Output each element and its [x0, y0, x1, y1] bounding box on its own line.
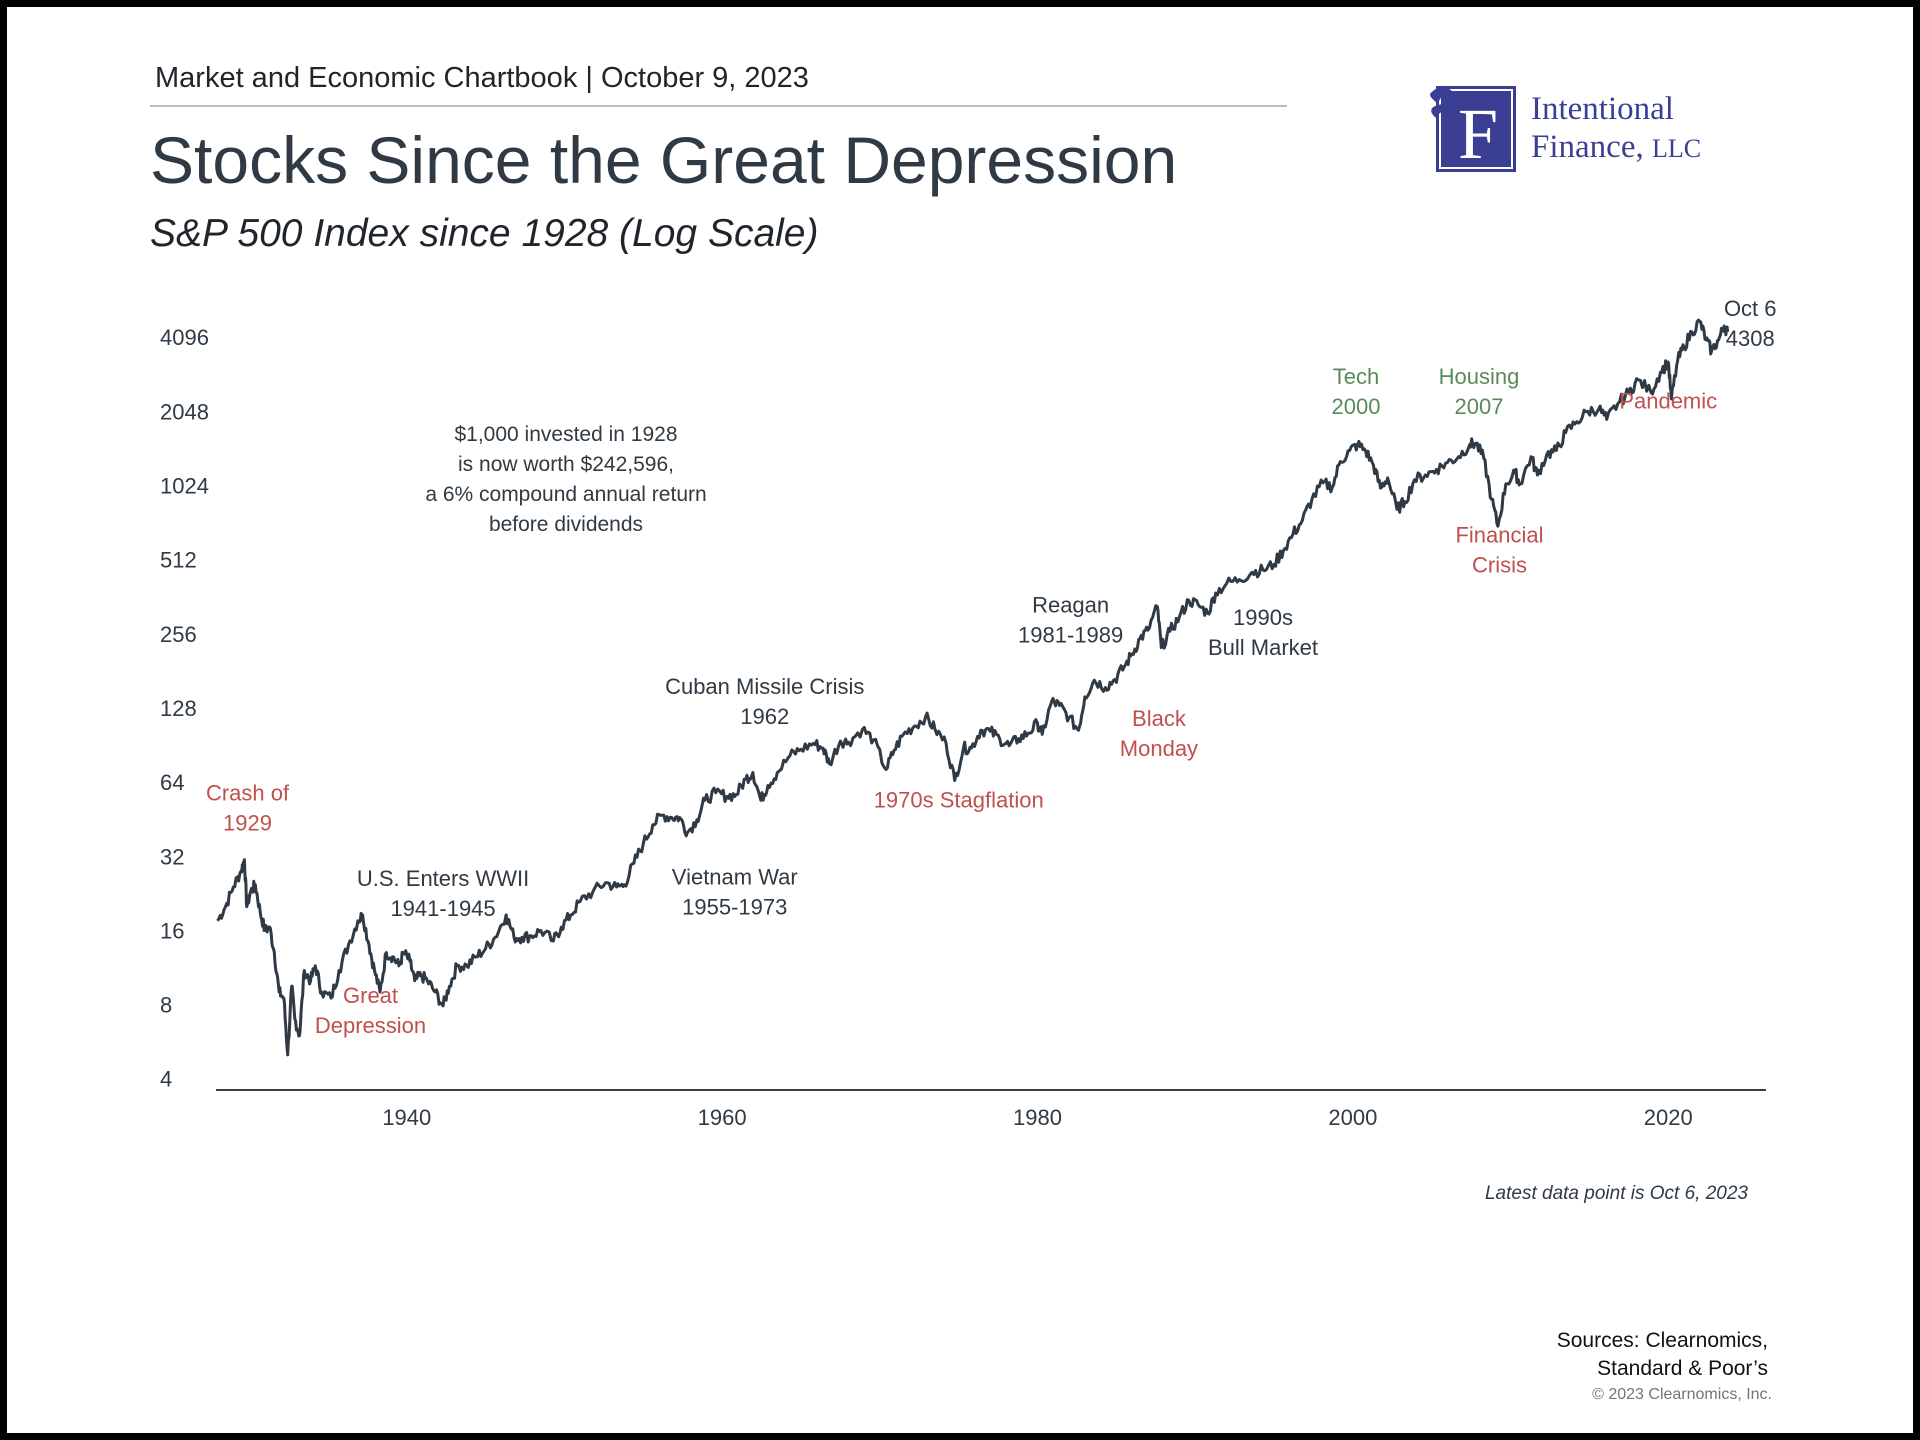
- y-tick-label: 2048: [160, 399, 209, 424]
- annotation-text: 4308: [1726, 326, 1775, 351]
- chart-annotation: Housing 2007: [1439, 364, 1520, 419]
- chart-annotation: Tech 2000: [1332, 364, 1381, 419]
- header-divider: [150, 105, 1287, 107]
- logo-line-2: Finance, LLC: [1531, 128, 1701, 168]
- x-tick-label: 1980: [1013, 1105, 1062, 1130]
- annotation-text: Tech: [1333, 364, 1379, 389]
- chart-annotation: U.S. Enters WWII 1941-1945: [357, 866, 529, 921]
- sp500-series-line: [216, 318, 1730, 1057]
- annotation-text: Bull Market: [1208, 635, 1318, 660]
- page-subtitle: S&P 500 Index since 1928 (Log Scale): [150, 212, 819, 255]
- y-tick-label: 4: [160, 1067, 172, 1092]
- annotation-text: 1941-1945: [390, 896, 495, 921]
- callout-line: is now worth $242,596,: [458, 453, 674, 476]
- annotation-text: Reagan: [1032, 593, 1109, 618]
- annotation-text: 2007: [1455, 394, 1504, 419]
- annotation-text: U.S. Enters WWII: [357, 866, 529, 891]
- chart-annotation: Black Monday: [1120, 706, 1198, 761]
- annotation-text: Crash of: [206, 780, 290, 805]
- annotation-text: Black: [1132, 706, 1187, 731]
- annotation-text: Great: [343, 983, 398, 1008]
- annotation-text: 1962: [740, 704, 789, 729]
- x-axis-ticks: 1940 1960 1980 2000 2020: [382, 1105, 1692, 1130]
- x-tick-label: 2020: [1644, 1105, 1693, 1130]
- annotation-text: Housing: [1439, 364, 1520, 389]
- callout-line: a 6% compound annual return: [425, 483, 706, 506]
- annotation-text: Financial: [1455, 523, 1543, 548]
- chart-annotation: Financial Crisis: [1455, 523, 1543, 578]
- company-logo: F Intentional Finance, LLC: [1418, 76, 1748, 186]
- logo-line-2-main: Finance,: [1531, 129, 1644, 165]
- x-tick-label: 1940: [382, 1105, 431, 1130]
- sources-line-1: Sources: Clearnomics,: [1556, 1329, 1768, 1352]
- annotation-text: 2000: [1332, 394, 1381, 419]
- y-tick-label: 512: [160, 548, 197, 573]
- chart-annotations: Crash of 1929 Great Depression U.S. Enters W…: [206, 296, 1777, 1038]
- page-title: Stocks Since the Great Depression: [150, 123, 1178, 197]
- y-tick-label: 8: [160, 993, 172, 1018]
- chart-annotation: Crash of 1929: [206, 780, 290, 835]
- annotation-text: Oct 6: [1724, 296, 1777, 321]
- chart-annotation: Vietnam War 1955-1973: [672, 864, 798, 919]
- x-tick-label: 2000: [1328, 1105, 1377, 1130]
- annotation-text: Monday: [1120, 736, 1198, 761]
- x-tick-label: 1960: [698, 1105, 747, 1130]
- y-tick-label: 4096: [160, 325, 209, 350]
- annotation-text: 1970s Stagflation: [874, 787, 1044, 812]
- annotation-text: Vietnam War: [672, 864, 798, 889]
- callout-line: before dividends: [489, 513, 643, 536]
- chart-annotation: Cuban Missile Crisis 1962: [665, 674, 864, 729]
- copyright-notice: © 2023 Clearnomics, Inc.: [1592, 1386, 1772, 1403]
- annotation-text: Crisis: [1472, 553, 1527, 578]
- annotation-text: Depression: [315, 1013, 426, 1038]
- y-tick-label: 256: [160, 622, 197, 647]
- logo-letter: F: [1458, 94, 1498, 174]
- logo-mark-icon: F: [1430, 86, 1516, 174]
- y-axis-ticks: 4 8 16 32 64 128 256 512 1024 2048 4096: [160, 325, 209, 1092]
- chart-annotation: Great Depression: [315, 983, 426, 1038]
- y-tick-label: 128: [160, 696, 197, 721]
- sources-line-2: Standard & Poor’s: [1597, 1357, 1768, 1380]
- annotation-text: 1955-1973: [682, 894, 787, 919]
- chart-annotation: Oct 6 4308: [1724, 296, 1777, 351]
- investment-callout: $1,000 invested in 1928 is now worth $242…: [425, 423, 706, 536]
- chart-annotation: Reagan 1981-1989: [1018, 593, 1123, 648]
- logo-line-2-suffix: LLC: [1651, 134, 1702, 163]
- y-tick-label: 1024: [160, 474, 209, 499]
- y-tick-label: 16: [160, 918, 184, 943]
- chart-annotation: 1970s Stagflation: [874, 787, 1044, 812]
- chartbook-header: Market and Economic Chartbook | October …: [155, 62, 809, 94]
- annotation-text: 1981-1989: [1018, 623, 1123, 648]
- logo-line-1: Intentional: [1531, 91, 1674, 127]
- callout-line: $1,000 invested in 1928: [454, 423, 677, 446]
- y-tick-label: 64: [160, 770, 184, 795]
- chart-annotation: Pandemic: [1619, 389, 1717, 414]
- latest-data-note: Latest data point is Oct 6, 2023: [1484, 1183, 1748, 1204]
- annotation-text: 1929: [223, 810, 272, 835]
- annotation-text: 1990s: [1233, 605, 1293, 630]
- annotation-text: Pandemic: [1619, 389, 1717, 414]
- annotation-text: Cuban Missile Crisis: [665, 674, 864, 699]
- y-tick-label: 32: [160, 844, 184, 869]
- chart-annotation: 1990s Bull Market: [1208, 605, 1318, 660]
- sources-credit: Sources: Clearnomics, Standard & Poor’s: [1557, 1327, 1768, 1383]
- logo-wordmark: Intentional Finance, LLC: [1531, 90, 1701, 168]
